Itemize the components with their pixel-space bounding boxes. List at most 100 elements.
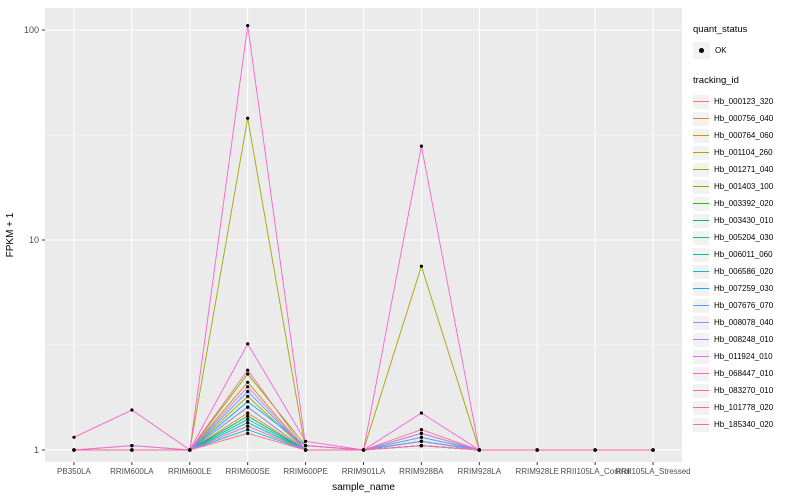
data-point [246,421,250,425]
legend-key-swatch [693,179,709,194]
legend-label: Hb_101778_020 [714,403,774,412]
legend-key-swatch [693,298,709,313]
data-point [246,372,250,376]
y-tick-label: 10 [29,235,39,245]
data-point [246,385,250,389]
data-point [246,431,250,435]
data-point [246,428,250,432]
data-point [246,411,250,415]
data-point [477,448,481,452]
line-swatch-icon [693,185,709,188]
data-point [246,394,250,398]
data-point [304,439,308,443]
data-point [593,448,597,452]
legend-label: Hb_008078_040 [714,318,774,327]
legend-label: Hb_007676_070 [714,301,774,310]
data-point [419,439,423,443]
legend-item-ok: OK [693,42,799,59]
legend-key-swatch [693,111,709,126]
data-point [246,342,250,346]
legend-item-Hb_008078_040: Hb_008078_040 [693,314,799,331]
data-point [419,411,423,415]
legend-key-swatch [693,315,709,330]
x-tick-label: RRIM928LA [458,467,502,476]
y-axis-title: FPKM + 1 [5,212,16,257]
x-tick-label: RRIM901LA [342,467,386,476]
legend-key-swatch [693,145,709,160]
data-point [419,428,423,432]
x-tick-label: RRIM600SE [225,467,269,476]
legend-key-swatch [693,349,709,364]
legend-title-tracking-id: tracking_id [693,75,739,86]
data-point [535,448,539,452]
legend-label: Hb_000123_320 [714,97,774,106]
legend-label: Hb_011924_010 [714,352,773,361]
data-point [72,448,76,452]
legend-item-Hb_011924_010: Hb_011924_010 [693,348,799,365]
x-tick-label: RRIM600LE [168,467,212,476]
line-swatch-icon [693,100,709,103]
line-swatch-icon [693,321,709,324]
legend-item-Hb_000123_320: Hb_000123_320 [693,93,799,110]
legend-title-quant-status: quant_status [693,24,748,35]
legend-item-Hb_006586_020: Hb_006586_020 [693,263,799,280]
data-point [651,448,655,452]
data-point [246,389,250,394]
line-swatch-icon [693,117,709,120]
legend-label: Hb_068447_010 [714,369,774,378]
x-axis-title: sample_name [332,482,395,493]
legend-tracking-items: Hb_000123_320 Hb_000756_040 Hb_000764_060 H… [693,93,799,433]
line-swatch-icon [693,219,709,222]
line-swatch-icon [693,253,709,256]
data-point [246,405,250,409]
legend-key-swatch [693,400,709,415]
data-point [246,414,250,418]
data-point [246,400,250,404]
line-swatch-icon [693,168,709,171]
data-point [130,444,134,448]
legend-key-swatch [693,94,709,109]
legend-key-swatch [693,247,709,262]
legend-item-Hb_068447_010: Hb_068447_010 [693,365,799,382]
data-point [419,144,423,148]
data-point [419,435,423,439]
legend-key-swatch [693,366,709,381]
line-swatch-icon [693,236,709,239]
x-tick-label: PB350LA [57,467,91,476]
legend-label: Hb_007259_030 [714,284,774,293]
legend-label: Hb_003430_010 [714,216,774,225]
x-tick-label: RRIM600LA [110,467,154,476]
legend-key-swatch [693,230,709,245]
legend-key-ok [693,42,710,59]
point-icon [699,48,704,53]
legend-label: Hb_083270_010 [714,386,774,395]
legend-key-swatch [693,264,709,279]
data-point [419,431,423,435]
legend-label-ok: OK [715,46,727,55]
line-swatch-icon [693,202,709,205]
y-tick-label: 1 [34,445,39,455]
legend-tracking-id: tracking_id Hb_000123_320 Hb_000756_040 Hb… [693,75,799,433]
line-swatch-icon [693,304,709,307]
legend-label: Hb_008248_010 [714,335,774,344]
x-tick-label: RRIM928LE [515,467,559,476]
legend-item-Hb_008248_010: Hb_008248_010 [693,331,799,348]
data-point [130,448,134,452]
legend-quant-status: quant_status OK [693,24,799,59]
legend-key-swatch [693,281,709,296]
data-point [246,380,250,384]
legend-label: Hb_000764_060 [714,131,774,140]
legend-key-swatch [693,417,709,432]
legend-item-Hb_001104_260: Hb_001104_260 [693,144,799,161]
data-point [419,444,423,448]
legend-label: Hb_003392_020 [714,199,774,208]
legend-item-Hb_185340_020: Hb_185340_020 [693,416,799,433]
legend-item-Hb_007259_030: Hb_007259_030 [693,280,799,297]
line-swatch-icon [693,287,709,290]
data-point [419,264,423,268]
legend-item-Hb_083270_010: Hb_083270_010 [693,382,799,399]
line-swatch-icon [693,389,709,392]
line-swatch-icon [693,134,709,137]
